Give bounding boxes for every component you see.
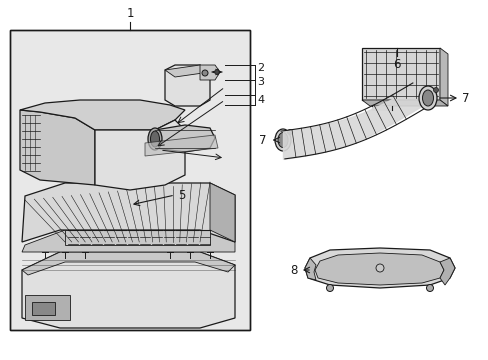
- Polygon shape: [164, 65, 209, 106]
- Text: 7: 7: [461, 91, 468, 104]
- Text: 5: 5: [178, 189, 185, 202]
- Polygon shape: [209, 183, 235, 242]
- Ellipse shape: [278, 132, 287, 148]
- Circle shape: [202, 70, 207, 76]
- Polygon shape: [439, 48, 447, 106]
- Text: 8: 8: [290, 264, 297, 276]
- Bar: [361, 48, 439, 100]
- Text: 2: 2: [257, 63, 264, 73]
- Polygon shape: [22, 230, 235, 252]
- Polygon shape: [95, 120, 184, 190]
- Text: 4: 4: [257, 95, 264, 105]
- Ellipse shape: [274, 129, 290, 151]
- Circle shape: [433, 87, 438, 93]
- Text: 7: 7: [259, 134, 266, 147]
- Polygon shape: [32, 302, 55, 315]
- Polygon shape: [314, 253, 443, 285]
- Polygon shape: [145, 135, 218, 156]
- Polygon shape: [22, 183, 235, 242]
- Text: 1: 1: [126, 7, 134, 20]
- Polygon shape: [305, 258, 315, 280]
- Polygon shape: [20, 100, 184, 130]
- Text: 3: 3: [257, 77, 264, 87]
- Polygon shape: [20, 110, 95, 185]
- Circle shape: [375, 264, 383, 272]
- Text: 6: 6: [392, 58, 400, 71]
- Polygon shape: [361, 100, 447, 106]
- Polygon shape: [22, 252, 235, 328]
- Ellipse shape: [150, 131, 159, 147]
- Circle shape: [287, 130, 292, 135]
- Ellipse shape: [422, 90, 433, 106]
- Bar: [10, 30, 249, 330]
- Bar: [10, 30, 249, 330]
- Polygon shape: [150, 125, 215, 152]
- Polygon shape: [164, 65, 209, 77]
- Circle shape: [326, 284, 333, 292]
- Polygon shape: [25, 295, 70, 320]
- Polygon shape: [22, 252, 235, 275]
- Polygon shape: [305, 248, 454, 288]
- Circle shape: [426, 284, 433, 292]
- Polygon shape: [439, 258, 454, 285]
- Polygon shape: [200, 65, 220, 80]
- Ellipse shape: [148, 128, 162, 150]
- Ellipse shape: [418, 86, 436, 110]
- Polygon shape: [65, 230, 209, 245]
